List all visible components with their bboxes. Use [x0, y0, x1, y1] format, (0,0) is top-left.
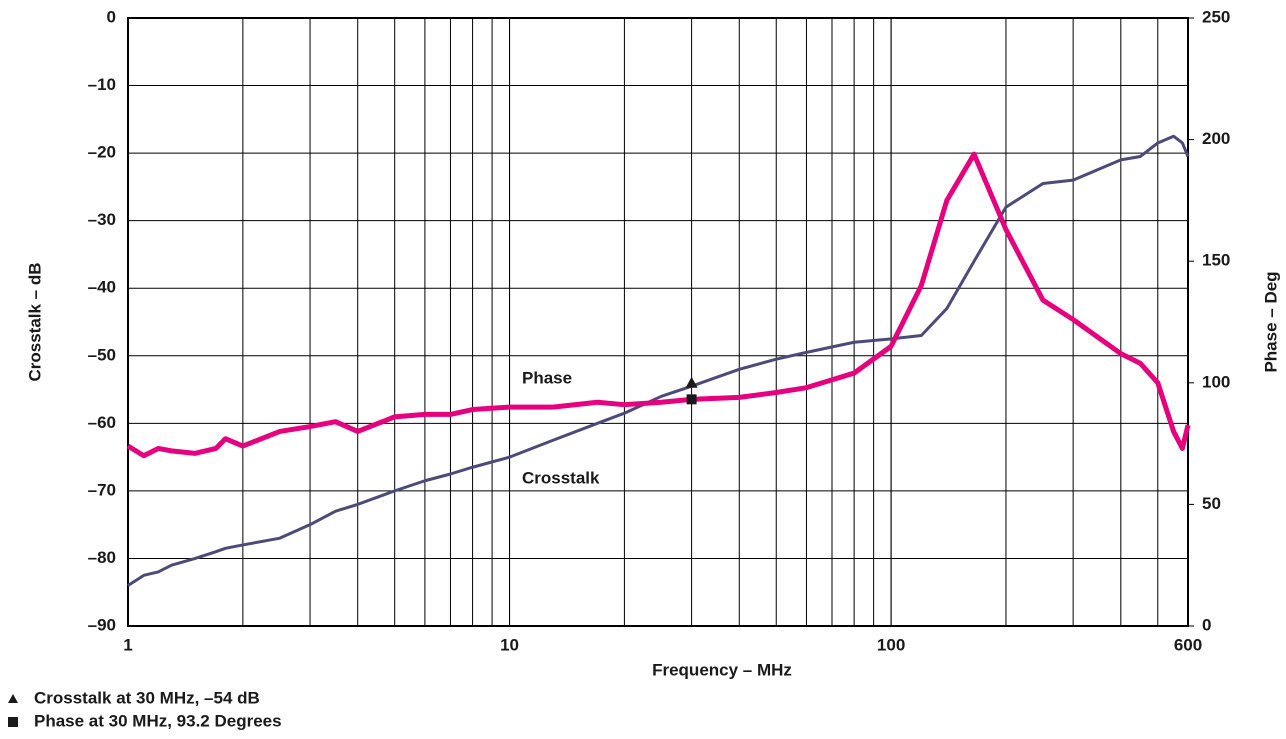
y2-tick-label: 50 [1202, 494, 1221, 513]
series-line [126, 151, 1191, 459]
y-tick-label: –90 [88, 615, 116, 634]
x-tick-label: 1 [123, 635, 132, 654]
y-tick-label: –10 [88, 75, 116, 94]
y-tick-label: –30 [88, 210, 116, 229]
footnote: Crosstalk at 30 MHz, –54 dB [34, 688, 260, 707]
y-tick-label: –80 [88, 548, 116, 567]
y-tick-label: –50 [88, 345, 116, 364]
y-tick-label: –70 [88, 480, 116, 499]
footnote-symbol [8, 717, 18, 727]
x-tick-label: 600 [1174, 635, 1202, 654]
marker [685, 376, 698, 388]
y2-axis-label: Phase – Deg [1261, 271, 1280, 372]
x-tick-label: 10 [500, 635, 519, 654]
footnote-symbol [8, 694, 18, 703]
y-tick-label: –60 [88, 413, 116, 432]
y2-tick-label: 100 [1202, 372, 1230, 391]
y-axis-label: Crosstalk – dB [25, 262, 44, 381]
series-annotation: Crosstalk [522, 468, 600, 487]
y-tick-label: 0 [107, 7, 116, 26]
plot-frame [127, 17, 1189, 627]
y2-tick-label: 250 [1202, 7, 1230, 26]
series-annotation: Phase [522, 368, 572, 387]
marker [686, 394, 697, 405]
y2-tick-label: 200 [1202, 129, 1230, 148]
x-axis-label: Frequency – MHz [652, 660, 792, 679]
y2-tick-label: 150 [1202, 251, 1230, 270]
y-tick-label: –20 [88, 143, 116, 162]
y-tick-label: –40 [88, 278, 116, 297]
series-line [127, 134, 1190, 587]
y2-tick-label: 0 [1202, 615, 1211, 634]
footnote: Phase at 30 MHz, 93.2 Degrees [34, 711, 282, 730]
x-tick-label: 100 [877, 635, 905, 654]
